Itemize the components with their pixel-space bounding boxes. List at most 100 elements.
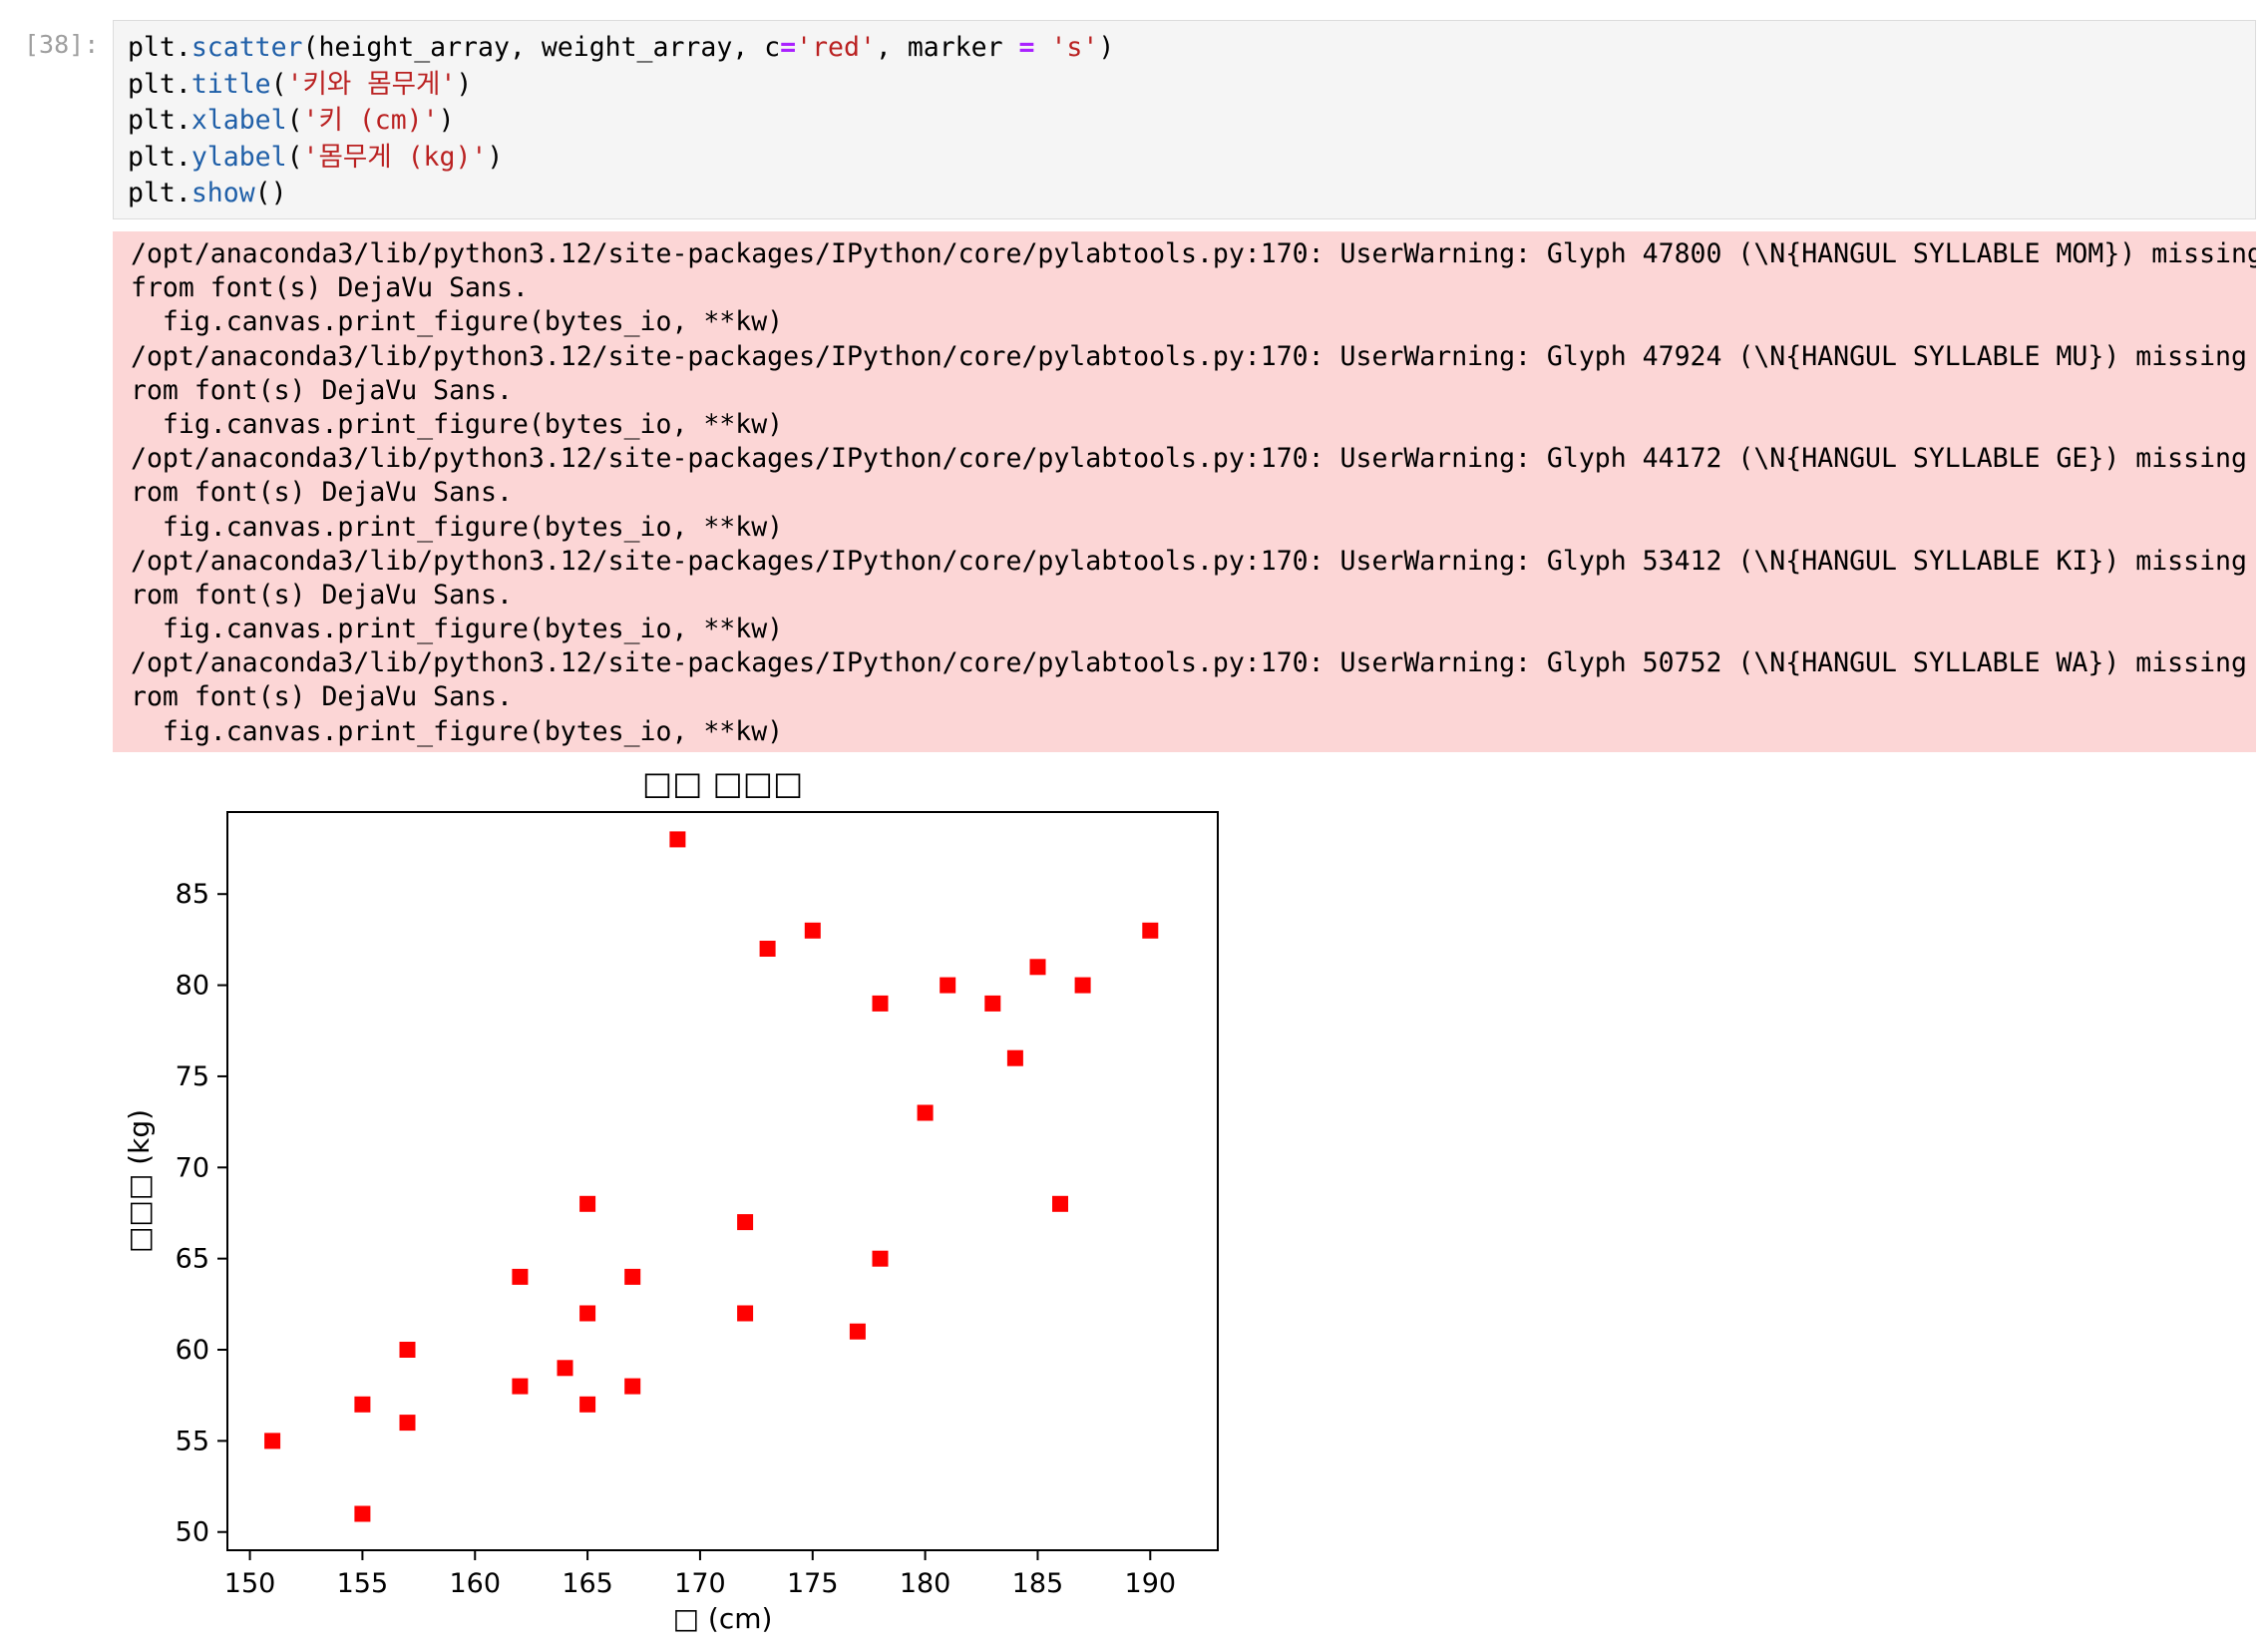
y-tick-label: 60 bbox=[176, 1335, 209, 1366]
code-token: plt. bbox=[128, 178, 191, 208]
y-axis-ticks: 50 55 60 65 70 75 80 85 bbox=[176, 879, 227, 1548]
data-point bbox=[512, 1268, 529, 1285]
scatter-figure: 150 155 160 165 170 175 180 185 190 50 55 60 65 70 75… bbox=[113, 758, 1240, 1652]
x-tick-label: 160 bbox=[449, 1568, 501, 1599]
stderr-line: fig.canvas.print_figure(bytes_io, **kw) bbox=[131, 511, 784, 543]
code-token: show bbox=[190, 178, 255, 208]
x-tick-label: 165 bbox=[562, 1568, 613, 1599]
stderr-line: /opt/anaconda3/lib/python3.12/site-packa… bbox=[131, 238, 2256, 269]
code-token: ) bbox=[487, 141, 504, 173]
cell-prompt: [38]: bbox=[24, 30, 100, 59]
code-token: ) bbox=[1098, 32, 1115, 63]
data-point bbox=[669, 831, 686, 848]
code-editor[interactable]: plt.scatter(height_array, weight_array, … bbox=[113, 20, 2256, 219]
data-point bbox=[872, 995, 889, 1012]
code-line: plt.scatter(height_array, weight_array, … bbox=[128, 30, 2241, 67]
code-line: plt.title('키와 몸무게') bbox=[128, 67, 2241, 104]
code-token: 'red' bbox=[796, 32, 876, 63]
stderr-line: from font(s) DejaVu Sans. bbox=[131, 272, 529, 304]
code-line: plt.ylabel('몸무게 (kg)') bbox=[128, 140, 2241, 177]
y-tick-label: 75 bbox=[176, 1061, 209, 1092]
code-token: ) bbox=[438, 105, 455, 136]
scatter-chart: 150 155 160 165 170 175 180 185 190 50 55 60 65 70 75… bbox=[113, 758, 1240, 1652]
code-token: ) bbox=[456, 68, 473, 100]
data-point bbox=[1029, 959, 1046, 976]
code-token: title bbox=[190, 68, 271, 100]
code-token: plt. bbox=[128, 32, 191, 63]
data-point bbox=[804, 922, 821, 939]
code-line: plt.xlabel('키 (cm)') bbox=[128, 103, 2241, 140]
stderr-line: /opt/anaconda3/lib/python3.12/site-packa… bbox=[131, 545, 2256, 577]
data-points bbox=[264, 831, 1159, 1522]
data-point bbox=[264, 1433, 281, 1449]
x-tick-label: 185 bbox=[1012, 1568, 1064, 1599]
code-token: = bbox=[1018, 32, 1035, 63]
stderr-line: fig.canvas.print_figure(bytes_io, **kw) bbox=[131, 408, 784, 440]
stderr-output: /opt/anaconda3/lib/python3.12/site-packa… bbox=[113, 231, 2256, 752]
stderr-line: fig.canvas.print_figure(bytes_io, **kw) bbox=[131, 715, 784, 747]
y-tick-label: 85 bbox=[176, 879, 209, 910]
stderr-line: rom font(s) DejaVu Sans. bbox=[131, 374, 513, 406]
x-tick-label: 175 bbox=[787, 1568, 839, 1599]
x-tick-label: 180 bbox=[900, 1568, 951, 1599]
plot-frame bbox=[226, 811, 1219, 1551]
data-point bbox=[624, 1378, 641, 1395]
data-point bbox=[940, 977, 956, 994]
stderr-line: /opt/anaconda3/lib/python3.12/site-packa… bbox=[131, 443, 2256, 475]
stderr-line: rom font(s) DejaVu Sans. bbox=[131, 681, 513, 713]
data-point bbox=[1052, 1195, 1068, 1212]
data-point bbox=[399, 1415, 416, 1432]
x-axis-label: □ (cm) bbox=[673, 1602, 773, 1635]
code-line: plt.show() bbox=[128, 176, 2241, 212]
code-token: plt. bbox=[128, 68, 191, 100]
data-point bbox=[872, 1250, 889, 1267]
code-token: '몸무게 (kg)' bbox=[302, 141, 488, 173]
y-axis-label: □□□ (kg) bbox=[123, 1109, 156, 1253]
data-point bbox=[579, 1305, 596, 1322]
x-axis-ticks: 150 155 160 165 170 175 180 185 190 bbox=[224, 1550, 1176, 1599]
code-token: = bbox=[780, 32, 797, 63]
code-token bbox=[1034, 32, 1050, 63]
data-point bbox=[1142, 922, 1159, 939]
y-tick-label: 50 bbox=[176, 1517, 209, 1548]
code-token: ( bbox=[286, 141, 303, 173]
data-point bbox=[354, 1505, 371, 1522]
data-point bbox=[1074, 977, 1091, 994]
code-token: , marker bbox=[875, 32, 1019, 63]
y-tick-label: 55 bbox=[176, 1426, 209, 1456]
data-point bbox=[354, 1396, 371, 1413]
stderr-line: rom font(s) DejaVu Sans. bbox=[131, 477, 513, 509]
data-point bbox=[917, 1104, 934, 1121]
code-token: '키 (cm)' bbox=[302, 105, 439, 136]
x-tick-label: 170 bbox=[674, 1568, 726, 1599]
data-point bbox=[579, 1396, 596, 1413]
code-token: scatter bbox=[190, 32, 303, 63]
data-point bbox=[849, 1323, 866, 1340]
data-point bbox=[1006, 1049, 1023, 1066]
y-tick-label: 70 bbox=[176, 1152, 209, 1183]
data-point bbox=[759, 941, 776, 957]
code-token: plt. bbox=[128, 105, 191, 136]
data-point bbox=[624, 1268, 641, 1285]
x-tick-label: 155 bbox=[337, 1568, 389, 1599]
data-point bbox=[737, 1305, 754, 1322]
data-point bbox=[512, 1378, 529, 1395]
data-point bbox=[399, 1342, 416, 1358]
code-token: (height_array, weight_array, c bbox=[302, 32, 781, 63]
data-point bbox=[984, 995, 1001, 1012]
stderr-line: fig.canvas.print_figure(bytes_io, **kw) bbox=[131, 306, 784, 338]
code-token: ylabel bbox=[190, 141, 287, 173]
y-tick-label: 80 bbox=[176, 971, 209, 1002]
code-token: '키와 몸무게' bbox=[286, 68, 457, 100]
data-point bbox=[557, 1360, 573, 1377]
code-token: xlabel bbox=[190, 105, 287, 136]
stderr-line: fig.canvas.print_figure(bytes_io, **kw) bbox=[131, 614, 784, 645]
data-point bbox=[737, 1214, 754, 1231]
code-token: ( bbox=[286, 105, 303, 136]
code-token: () bbox=[254, 178, 287, 208]
stderr-line: rom font(s) DejaVu Sans. bbox=[131, 579, 513, 611]
x-tick-label: 150 bbox=[224, 1568, 276, 1599]
stderr-line: /opt/anaconda3/lib/python3.12/site-packa… bbox=[131, 340, 2256, 372]
code-token: ( bbox=[270, 68, 287, 100]
code-token: 's' bbox=[1050, 32, 1099, 63]
